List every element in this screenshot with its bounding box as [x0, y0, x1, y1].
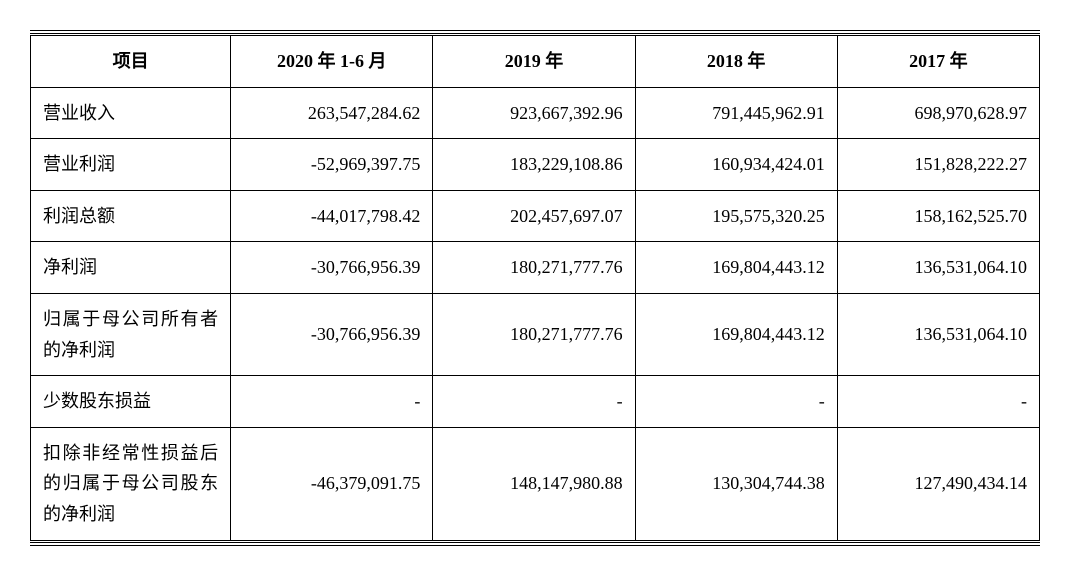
cell-value: 183,229,108.86 — [433, 139, 635, 191]
cell-value: -52,969,397.75 — [231, 139, 433, 191]
col-header-2017: 2017 年 — [837, 35, 1039, 88]
cell-value: - — [433, 376, 635, 428]
cell-value: 130,304,744.38 — [635, 427, 837, 541]
cell-value: 263,547,284.62 — [231, 87, 433, 139]
cell-value: 195,575,320.25 — [635, 190, 837, 242]
cell-value: - — [231, 376, 433, 428]
row-label: 少数股东损益 — [31, 376, 231, 428]
table-row: 归属于母公司所有者的净利润 -30,766,956.39 180,271,777… — [31, 293, 1040, 375]
cell-value: 180,271,777.76 — [433, 293, 635, 375]
cell-value: 169,804,443.12 — [635, 293, 837, 375]
row-label: 归属于母公司所有者的净利润 — [31, 293, 231, 375]
col-header-2018: 2018 年 — [635, 35, 837, 88]
cell-value: 791,445,962.91 — [635, 87, 837, 139]
cell-value: -30,766,956.39 — [231, 293, 433, 375]
cell-value: -46,379,091.75 — [231, 427, 433, 541]
cell-value: 136,531,064.10 — [837, 242, 1039, 294]
table-row: 利润总额 -44,017,798.42 202,457,697.07 195,5… — [31, 190, 1040, 242]
table-row: 净利润 -30,766,956.39 180,271,777.76 169,80… — [31, 242, 1040, 294]
cell-value: 158,162,525.70 — [837, 190, 1039, 242]
cell-value: 148,147,980.88 — [433, 427, 635, 541]
cell-value: - — [837, 376, 1039, 428]
cell-value: 698,970,628.97 — [837, 87, 1039, 139]
col-header-2019: 2019 年 — [433, 35, 635, 88]
cell-value: 136,531,064.10 — [837, 293, 1039, 375]
cell-value: 151,828,222.27 — [837, 139, 1039, 191]
table-row: 扣除非经常性损益后的归属于母公司股东的净利润 -46,379,091.75 14… — [31, 427, 1040, 541]
table-outer-border: 项目 2020 年 1-6 月 2019 年 2018 年 2017 年 营业收… — [30, 30, 1040, 546]
cell-value: 202,457,697.07 — [433, 190, 635, 242]
table-row: 少数股东损益 - - - - — [31, 376, 1040, 428]
cell-value: 923,667,392.96 — [433, 87, 635, 139]
col-header-item: 项目 — [31, 35, 231, 88]
cell-value: 169,804,443.12 — [635, 242, 837, 294]
table-row: 营业收入 263,547,284.62 923,667,392.96 791,4… — [31, 87, 1040, 139]
financial-table: 项目 2020 年 1-6 月 2019 年 2018 年 2017 年 营业收… — [30, 33, 1040, 543]
table-body: 营业收入 263,547,284.62 923,667,392.96 791,4… — [31, 87, 1040, 541]
row-label: 营业收入 — [31, 87, 231, 139]
cell-value: -44,017,798.42 — [231, 190, 433, 242]
col-header-2020h1: 2020 年 1-6 月 — [231, 35, 433, 88]
cell-value: - — [635, 376, 837, 428]
row-label: 利润总额 — [31, 190, 231, 242]
cell-value: 127,490,434.14 — [837, 427, 1039, 541]
row-label: 扣除非经常性损益后的归属于母公司股东的净利润 — [31, 427, 231, 541]
table-row: 营业利润 -52,969,397.75 183,229,108.86 160,9… — [31, 139, 1040, 191]
row-label: 净利润 — [31, 242, 231, 294]
cell-value: 180,271,777.76 — [433, 242, 635, 294]
cell-value: -30,766,956.39 — [231, 242, 433, 294]
table-header-row: 项目 2020 年 1-6 月 2019 年 2018 年 2017 年 — [31, 35, 1040, 88]
row-label: 营业利润 — [31, 139, 231, 191]
cell-value: 160,934,424.01 — [635, 139, 837, 191]
